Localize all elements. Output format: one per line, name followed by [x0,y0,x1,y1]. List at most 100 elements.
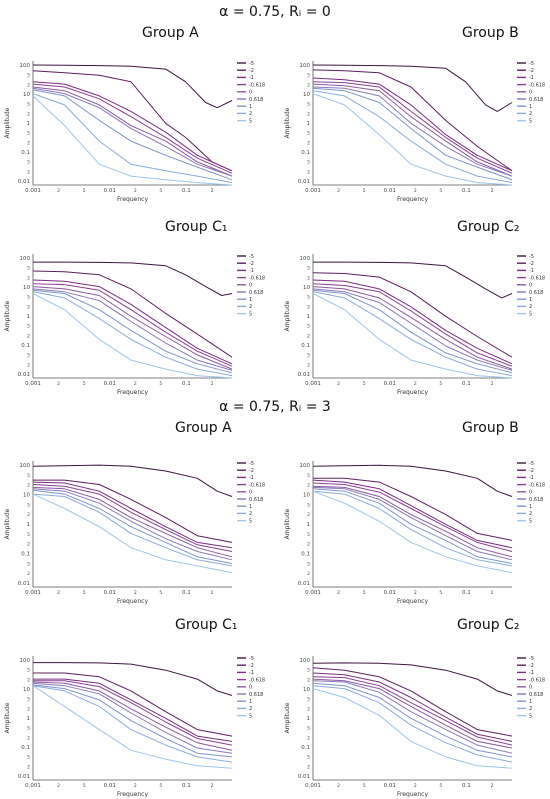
x-tick-label: 2 [211,783,214,789]
y-tick-label: 5 [307,668,310,674]
y-tick-label: 2 [307,333,310,339]
x-tick-label: 0.1 [182,188,191,194]
y-tick-label: 2 [27,169,30,175]
y-tick-label: 5 [307,102,310,108]
legend-label: 2 [249,111,252,117]
legend-label: -5 [529,254,534,260]
x-tick-label: 2 [414,590,417,596]
series-line [32,95,233,186]
x-tick-label: 2 [134,188,137,194]
series-line [33,672,233,737]
group-title: Group B [462,420,519,436]
legend-label: -0.618 [529,275,545,281]
x-axis-label: Frequency [397,791,428,798]
x-tick-label: 5 [363,381,366,387]
series-line [312,680,513,754]
series-line [32,488,233,561]
x-tick-label: 0.001 [25,381,41,387]
series-line [312,77,513,172]
x-tick-label: 2 [414,381,417,387]
y-tick-label: 100 [300,658,311,664]
y-tick-label: 0.1 [21,745,30,751]
y-tick-label: 5 [27,473,30,479]
y-tick-label: 1 [27,121,31,127]
y-tick-label: 2 [27,304,30,310]
y-tick-label: 0.1 [21,552,30,558]
y-tick-label: 0.01 [18,179,30,185]
series-line [32,81,233,172]
legend-label: 5 [249,118,252,124]
x-tick-label: 5 [83,381,86,387]
legend-label: -5 [249,656,254,662]
legend-label: -2 [529,468,534,474]
legend-label: 0.618 [529,97,543,103]
series-line [32,87,233,177]
legend-label: -0.618 [529,482,545,488]
x-tick-label: 5 [363,188,366,194]
x-axis-label: Frequency [397,389,428,396]
series-line [312,490,513,574]
y-axis-label: Amplitude [284,107,291,138]
y-tick-label: 5 [307,131,310,137]
legend-label: -2 [249,663,254,669]
x-tick-label: 0.1 [182,381,191,387]
y-tick-label: 100 [300,63,311,69]
y-tick-label: 5 [27,102,30,108]
y-tick-label: 5 [307,561,310,567]
y-axis-label: Amplitude [4,107,11,138]
series-line [32,70,233,172]
x-tick-label: 2 [491,188,494,194]
series-line [312,486,513,561]
x-tick-label: 2 [134,590,137,596]
y-tick-label: 2 [307,169,310,175]
y-tick-label: 5 [307,73,310,79]
series-line [312,69,513,172]
x-tick-label: 2 [337,590,340,596]
y-tick-label: 5 [307,755,310,761]
legend-label: 2 [249,511,252,517]
series-line [312,87,513,181]
series-line [32,83,233,174]
x-tick-label: 2 [211,590,214,596]
series-line [312,283,513,367]
series-line [312,685,513,763]
series-line [312,678,513,749]
y-tick-label: 1 [27,522,31,528]
series-line [32,685,233,763]
x-tick-label: 2 [337,188,340,194]
legend-label: 5 [529,713,532,719]
y-tick-label: 2 [307,140,310,146]
legend-label: -1 [249,475,254,481]
x-axis-label: Frequency [397,196,428,203]
x-tick-label: 0.01 [104,188,116,194]
legend-label: 0.618 [529,692,543,698]
series-line [312,90,513,184]
series-line [312,93,513,186]
x-tick-label: 2 [414,188,417,194]
x-tick-label: 0.01 [384,188,396,194]
y-tick-label: 2 [27,362,30,368]
series-line [32,286,233,370]
series-line [32,270,233,358]
x-tick-label: 2 [57,590,60,596]
y-tick-label: 1 [27,314,31,320]
y-tick-label: 5 [27,755,30,761]
legend-label: 1 [249,504,252,510]
y-tick-label: 2 [307,677,310,683]
y-axis-label: Amplitude [284,508,291,539]
x-axis-label: Frequency [117,598,148,605]
y-tick-label: 1 [27,716,31,722]
legend-label: 0 [249,685,252,691]
x-tick-label: 2 [491,381,494,387]
legend-label: 1 [529,504,532,510]
y-tick-label: 0.1 [301,745,310,751]
legend-label: 0 [529,685,532,691]
x-tick-label: 0.01 [104,590,116,596]
series-line [312,279,513,365]
legend-label: 5 [529,518,532,524]
series-line [32,684,233,758]
x-tick-label: 5 [159,188,162,194]
y-tick-label: 2 [307,542,310,548]
